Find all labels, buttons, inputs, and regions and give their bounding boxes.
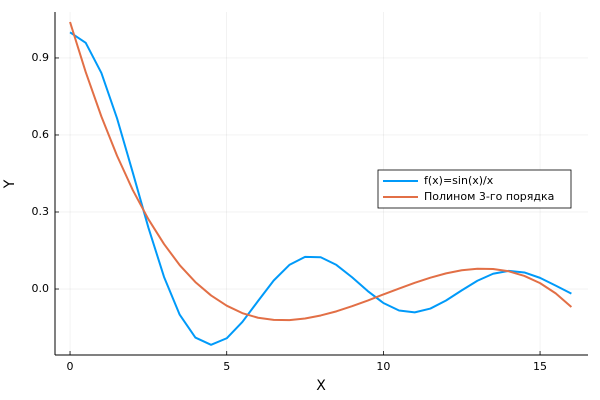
line [69,21,573,322]
x-axis-title: X [316,378,326,394]
y-tick-label: 0.0 [32,282,50,295]
legend-label: Полином 3-го порядка [424,190,554,203]
x-tick-label: 5 [223,360,230,373]
legend: f(x)=sin(x)/x Полином 3-го порядка [377,169,572,209]
x-tick-label: 10 [376,360,390,373]
legend-box [377,169,572,209]
x-tick-label: 0 [67,360,74,373]
y-tick-label: 0.3 [32,205,50,218]
line [69,31,572,346]
y-axis-title: Y [2,179,18,189]
y-tick-label: 0.6 [32,128,50,141]
y-tick-label: 0.9 [32,51,50,64]
legend-label: f(x)=sin(x)/x [424,174,494,187]
x-tick-label: 15 [533,360,547,373]
